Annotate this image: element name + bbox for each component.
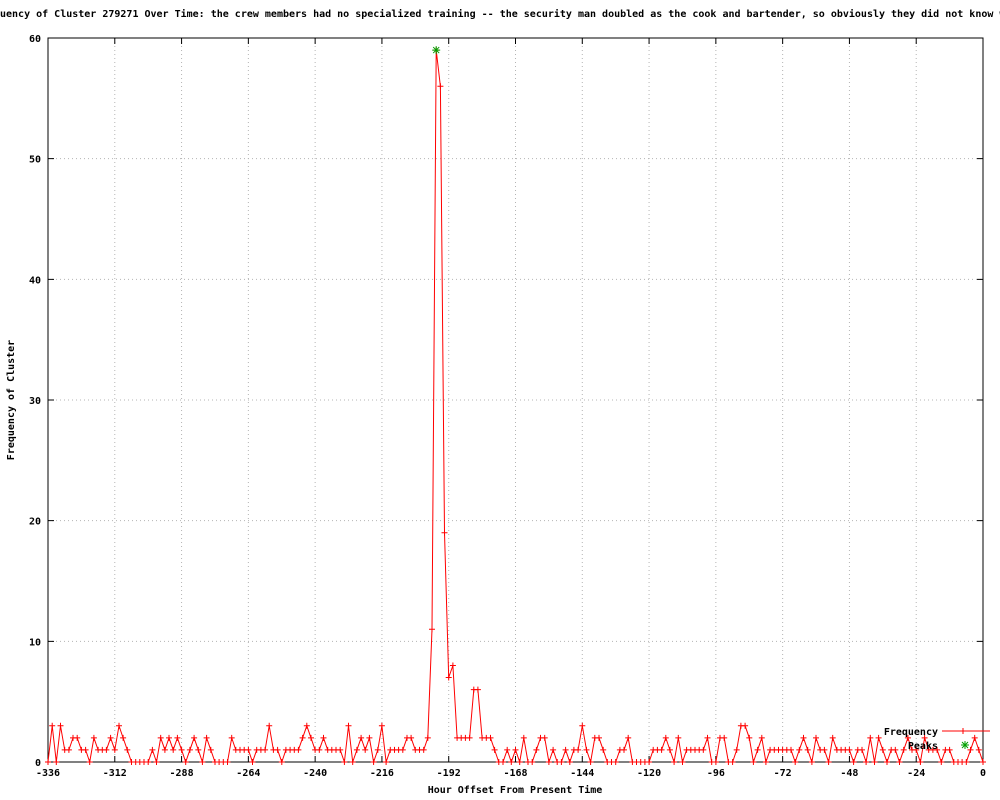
legend-sample-frequency <box>942 728 990 734</box>
x-tick-label: -120 <box>637 768 661 779</box>
x-tick-label: -168 <box>503 768 527 779</box>
x-tick-label: -216 <box>370 768 394 779</box>
x-tick-label: -192 <box>437 768 461 779</box>
legend-label-peaks: Peaks <box>908 741 938 752</box>
x-tick-label: -72 <box>774 768 792 779</box>
x-tick-label: -96 <box>707 768 725 779</box>
y-tick-label: 30 <box>29 396 41 407</box>
x-tick-label: -288 <box>170 768 194 779</box>
gridlines <box>47 37 984 763</box>
y-tick-label: 20 <box>29 517 41 528</box>
x-tick-label: -312 <box>103 768 127 779</box>
series-frequency-markers <box>45 47 986 765</box>
x-tick-label: -24 <box>907 768 925 779</box>
series-peaks-markers <box>432 46 441 55</box>
x-tick-label: -264 <box>236 768 260 779</box>
y-tick-label: 40 <box>29 275 41 286</box>
legend-label-frequency: Frequency <box>884 727 938 738</box>
x-tick-label: -336 <box>36 768 60 779</box>
x-tick-label: -48 <box>840 768 858 779</box>
legend-sample-peaks <box>961 741 969 749</box>
plot-border <box>47 37 984 763</box>
y-axis-label: Frequency of Cluster <box>6 340 17 460</box>
plot-generated: -336 -312 -288 -264 -240 -216 -192 -168 -144 -120… <box>29 34 990 779</box>
y-tick-label: 50 <box>29 155 41 166</box>
y-tick-label: 10 <box>29 637 41 648</box>
chart-title: uency of Cluster 279271 Over Time: the c… <box>0 8 1000 20</box>
x-axis-label: Hour Offset From Present Time <box>428 784 603 796</box>
x-tick-label: -144 <box>570 768 594 779</box>
x-tick-label: -240 <box>303 768 327 779</box>
x-tick-label: 0 <box>980 768 986 779</box>
y-tick-label: 0 <box>35 758 41 769</box>
y-tick-label: 60 <box>29 34 41 45</box>
